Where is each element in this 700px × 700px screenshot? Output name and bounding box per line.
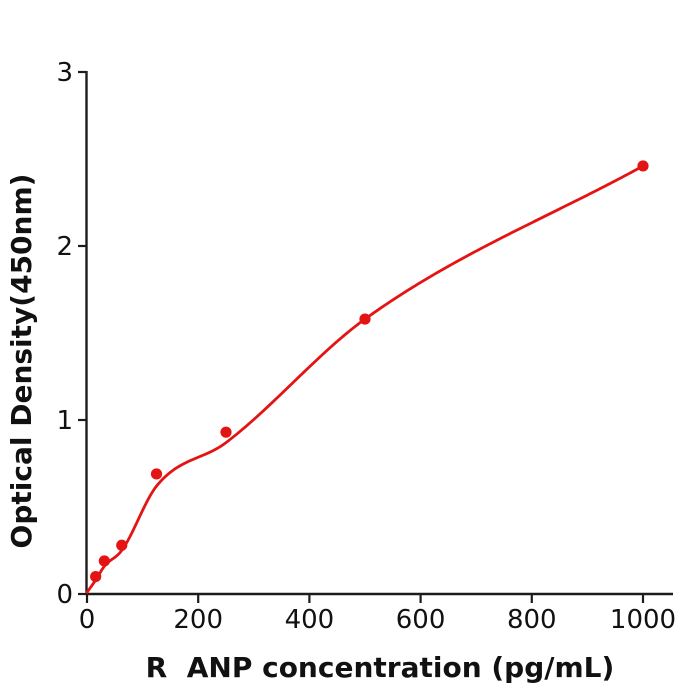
x-tick-label: 600 bbox=[396, 605, 446, 635]
data-point bbox=[637, 160, 649, 172]
data-point bbox=[90, 571, 102, 583]
x-tick-label: 0 bbox=[79, 605, 96, 635]
y-tick-label: 1 bbox=[56, 406, 73, 436]
x-axis-label: R ANP concentration (pg/mL) bbox=[146, 651, 615, 684]
data-point bbox=[116, 539, 128, 551]
y-axis-label: Optical Density(450nm) bbox=[5, 174, 38, 549]
x-tick-label: 400 bbox=[285, 605, 335, 635]
x-tick-label: 200 bbox=[173, 605, 223, 635]
x-axis-ticks: 0 200 400 600 800 1000 bbox=[79, 594, 676, 635]
data-point bbox=[359, 313, 371, 325]
y-tick-label: 2 bbox=[56, 232, 73, 262]
y-tick-label: 3 bbox=[56, 58, 73, 88]
data-point bbox=[98, 555, 110, 567]
y-axis-ticks: 0 1 2 3 bbox=[56, 58, 87, 610]
data-points bbox=[90, 160, 649, 583]
data-point bbox=[220, 426, 232, 438]
axes-spines bbox=[85, 71, 673, 596]
x-tick-label: 1000 bbox=[610, 605, 676, 635]
data-point bbox=[150, 468, 163, 480]
fit-curve-line bbox=[85, 164, 645, 594]
x-tick-label: 800 bbox=[507, 605, 557, 635]
y-tick-label: 0 bbox=[56, 580, 73, 610]
